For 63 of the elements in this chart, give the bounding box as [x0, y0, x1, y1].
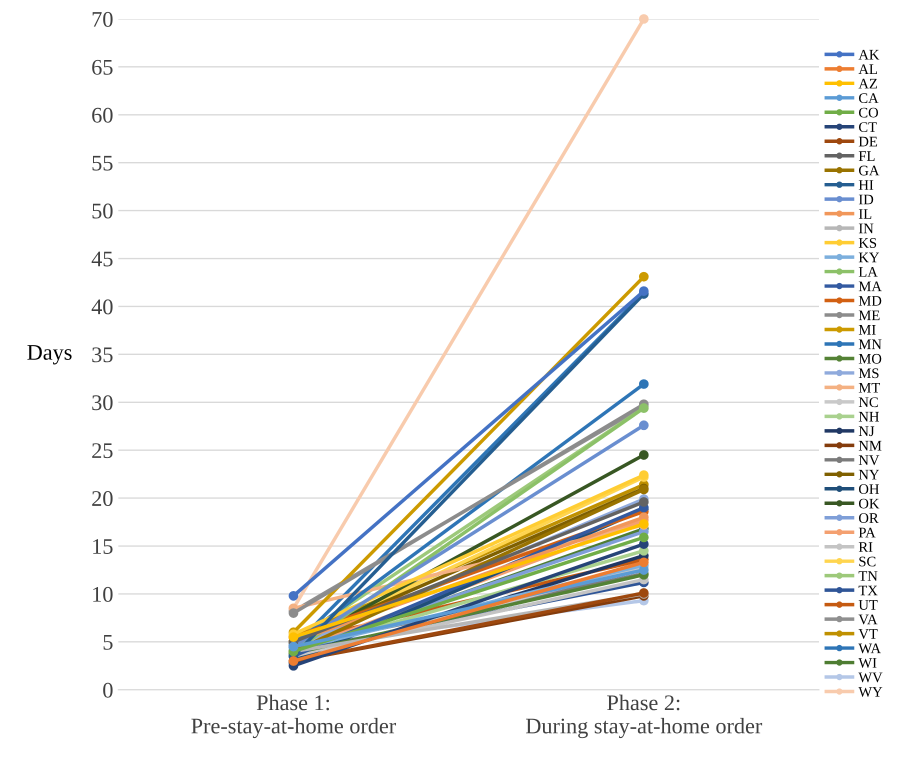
- legend-label: WI: [858, 658, 876, 668]
- legend-label: OK: [858, 498, 880, 509]
- legend-label: KY: [858, 252, 880, 262]
- legend-label: KS: [858, 238, 876, 248]
- legend-label: TN: [858, 571, 878, 581]
- legend-label: NY: [858, 470, 880, 480]
- y-tick-label: 0: [103, 682, 113, 698]
- legend-label: OR: [858, 513, 879, 523]
- legend-label: NV: [858, 455, 880, 466]
- y-tick-label: 40: [92, 299, 113, 314]
- legend-label: ME: [858, 310, 880, 320]
- legend-label: MD: [858, 296, 882, 306]
- y-tick-label: 45: [92, 252, 113, 266]
- y-tick-label: 35: [92, 347, 113, 362]
- legend-label: MO: [858, 354, 882, 364]
- legend-label: OH: [858, 484, 880, 494]
- legend-label: VA: [858, 614, 878, 624]
- legend-label: AL: [858, 64, 877, 74]
- legend-label: WY: [858, 687, 882, 697]
- legend-label: MN: [858, 340, 882, 350]
- legend-label: PA: [858, 528, 876, 538]
- legend-label: MI: [858, 325, 876, 335]
- legend-label: NJ: [858, 426, 874, 436]
- y-tick-label: 10: [93, 586, 113, 602]
- legend-label: TX: [858, 586, 878, 596]
- legend-label: UT: [858, 600, 878, 610]
- legend-label: CA: [858, 93, 879, 104]
- x-tick-label: Phase 2: During stay-at-home order: [526, 694, 762, 738]
- legend-label: CO: [858, 108, 878, 118]
- legend-label: NM: [858, 440, 882, 450]
- y-tick-label: 50: [92, 204, 113, 219]
- legend-label: DE: [858, 136, 878, 146]
- legend-label: VT: [858, 629, 878, 639]
- y-tick-label: 60: [92, 108, 113, 123]
- y-tick-label: 20: [92, 491, 113, 506]
- y-tick-label: 70: [92, 12, 113, 27]
- legend-label: NC: [858, 397, 878, 408]
- legend-label: GA: [858, 166, 880, 176]
- legend-label: ID: [858, 194, 874, 204]
- y-tick-label: 15: [93, 539, 113, 554]
- legend-label: IN: [858, 224, 874, 234]
- y-tick-label: 30: [92, 395, 113, 410]
- legend-label: AZ: [858, 78, 878, 88]
- y-axis-title: Days: [27, 345, 72, 364]
- legend-label: RI: [858, 542, 872, 552]
- legend-label: AK: [858, 50, 880, 60]
- legend-label: HI: [858, 180, 874, 190]
- legend-label: CT: [858, 122, 877, 132]
- legend-label: MA: [858, 282, 882, 292]
- legend-label: MS: [858, 368, 879, 378]
- legend-label: WV: [858, 672, 883, 682]
- x-tick-label: Phase 1: Pre-stay-at-home order: [191, 694, 396, 738]
- legend-label: LA: [858, 267, 878, 277]
- legend-label: IL: [858, 209, 872, 219]
- y-tick-label: 65: [92, 60, 113, 75]
- legend-label: WA: [858, 644, 881, 654]
- legend-label: SC: [859, 556, 876, 566]
- legend-label: NH: [858, 412, 880, 422]
- legend-label: MT: [858, 382, 880, 393]
- y-tick-label: 55: [92, 156, 113, 171]
- y-tick-label: 5: [104, 635, 113, 650]
- y-tick-label: 25: [92, 443, 113, 458]
- legend-label: FL: [858, 151, 875, 161]
